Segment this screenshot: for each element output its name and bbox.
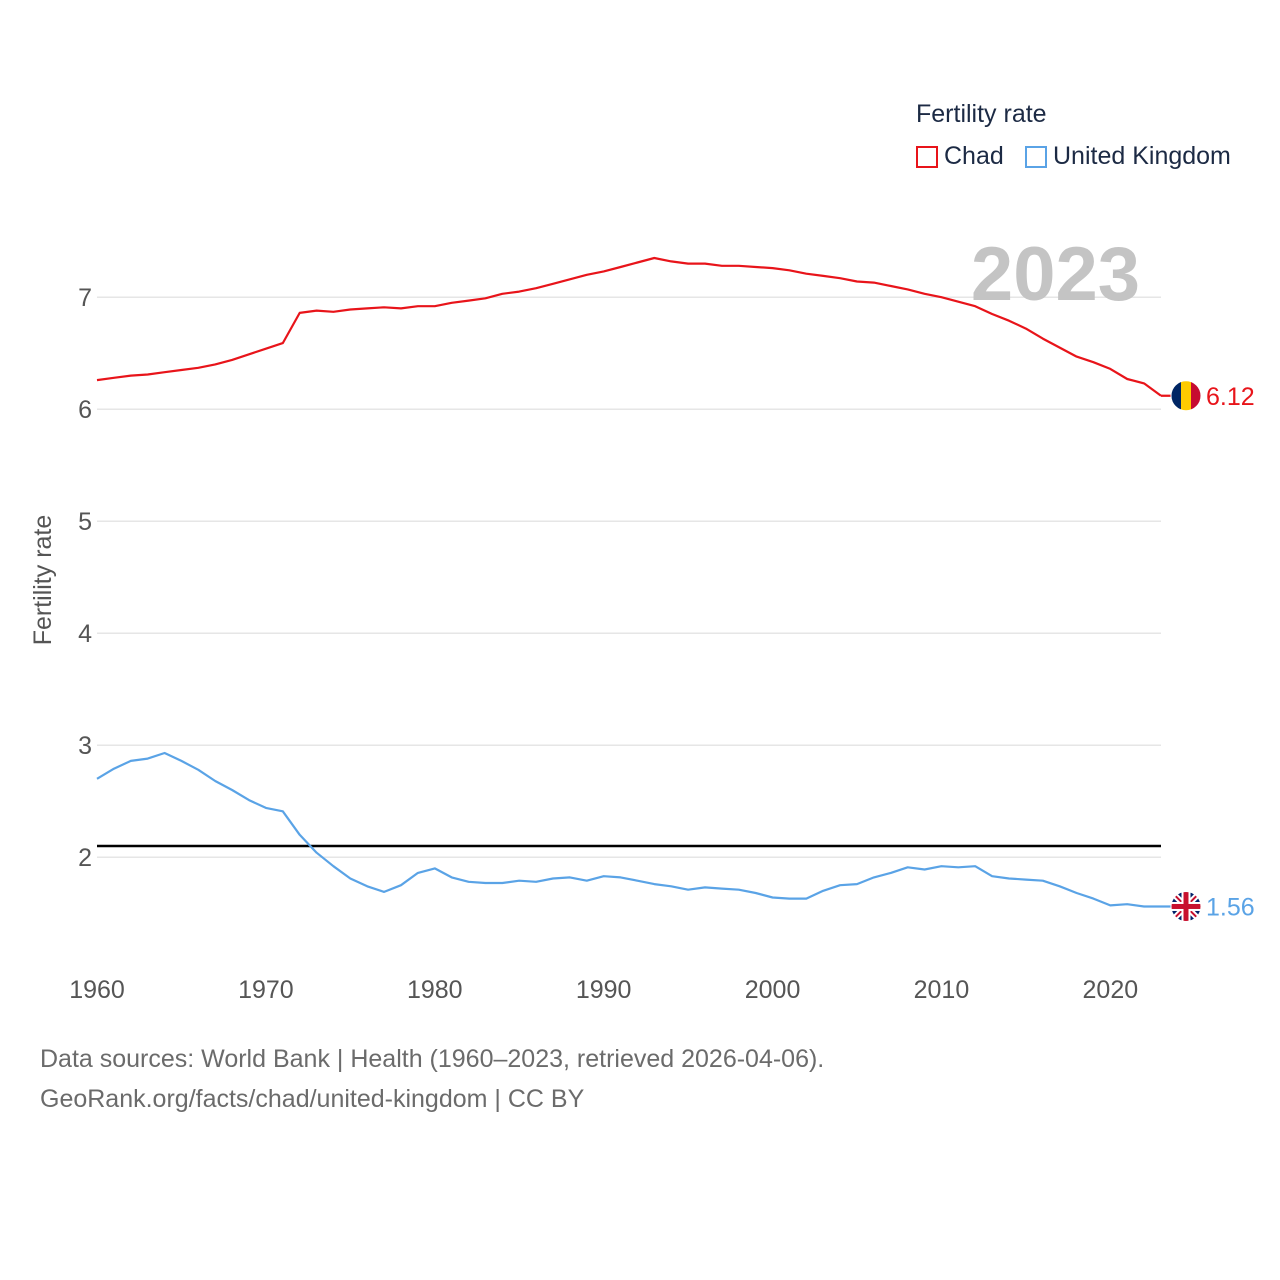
series-lines bbox=[96, 256, 1162, 908]
legend-label-chad: Chad bbox=[944, 142, 1004, 170]
year-label: 2023 bbox=[971, 232, 1140, 317]
x-tick-label: 1960 bbox=[69, 976, 125, 1004]
x-tick-label: 2020 bbox=[1083, 976, 1139, 1004]
footer-attribution[interactable]: GeoRank.org/facts/chad/united-kingdom | … bbox=[40, 1085, 585, 1113]
legend-swatch-chad bbox=[916, 145, 938, 168]
legend-label-united-kingdom: United Kingdom bbox=[1053, 142, 1231, 170]
x-tick-label: 1970 bbox=[238, 976, 294, 1004]
y-axis-label: Fertility rate bbox=[29, 515, 57, 646]
legend-item-chad[interactable]: Chad bbox=[916, 142, 1004, 171]
legend-swatch-united-kingdom bbox=[1025, 145, 1047, 168]
x-tick-label: 1990 bbox=[576, 976, 632, 1004]
legend-item-united-kingdom[interactable]: United Kingdom bbox=[1025, 142, 1231, 171]
end-value-label: 1.56 bbox=[1206, 893, 1255, 921]
x-tick-label: 1980 bbox=[407, 976, 463, 1004]
x-axis-ticks: 1960 1970 1980 1990 2000 2010 2020 bbox=[69, 976, 1138, 1004]
footer-sources: Data sources: World Bank | Health (1960–… bbox=[40, 1045, 825, 1073]
y-tick-label: 5 bbox=[78, 508, 92, 536]
y-tick-label: 7 bbox=[78, 284, 92, 312]
y-tick-label: 6 bbox=[78, 396, 92, 424]
gridlines bbox=[97, 296, 1161, 858]
series-line-united-kingdom bbox=[96, 751, 1161, 908]
uk-flag-icon bbox=[1170, 890, 1202, 922]
y-axis-ticks: 2 3 4 5 6 7 bbox=[78, 284, 92, 872]
end-labels: 6.12 1.56 bbox=[1161, 380, 1255, 922]
x-tick-label: 2010 bbox=[914, 976, 970, 1004]
legend-title: Fertility rate bbox=[916, 100, 1047, 128]
chad-flag-icon bbox=[1170, 380, 1202, 412]
y-tick-label: 4 bbox=[78, 620, 92, 648]
y-tick-label: 2 bbox=[78, 844, 92, 872]
y-tick-label: 3 bbox=[78, 732, 92, 760]
series-line-chad bbox=[96, 256, 1162, 397]
x-tick-label: 2000 bbox=[745, 976, 801, 1004]
end-value-label: 6.12 bbox=[1206, 383, 1255, 411]
